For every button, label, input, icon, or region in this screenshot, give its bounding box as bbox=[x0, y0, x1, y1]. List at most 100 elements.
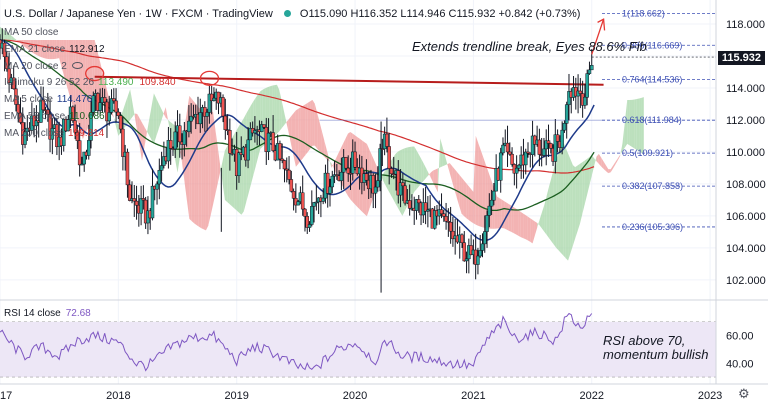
candle-body bbox=[587, 69, 592, 74]
candle-body bbox=[77, 140, 82, 166]
candle-body bbox=[414, 199, 419, 211]
candle-body bbox=[150, 185, 155, 219]
rsi-name[interactable]: RSI 14 close bbox=[4, 308, 61, 319]
candle-body bbox=[451, 230, 455, 240]
candle-body bbox=[102, 97, 107, 103]
candle-body bbox=[439, 209, 444, 214]
ichimoku-cloud-segment bbox=[302, 104, 306, 159]
indicator-row[interactable]: EMA 55 close 110.686 bbox=[4, 111, 105, 122]
ichimoku-cloud-segment bbox=[482, 156, 486, 229]
candle-body bbox=[209, 93, 214, 101]
ichimoku-cloud-segment bbox=[127, 89, 131, 124]
ichimoku-cloud-segment bbox=[61, 39, 64, 76]
indicator-name: EMA 21 close bbox=[4, 43, 66, 55]
ichimoku-cloud-segment bbox=[414, 146, 417, 192]
ichimoku-cloud-segment bbox=[556, 151, 559, 251]
ichimoku-cloud-segment bbox=[534, 221, 538, 236]
indicator-row[interactable]: MA 5 close 114.476 bbox=[4, 94, 92, 105]
ichimoku-cloud-segment bbox=[267, 86, 270, 143]
candle-body bbox=[282, 160, 287, 170]
ichimoku-cloud-segment bbox=[319, 122, 322, 155]
candle-body bbox=[385, 133, 389, 147]
candle-body bbox=[96, 93, 100, 111]
ichimoku-cloud-segment bbox=[523, 213, 526, 240]
ichimoku-cloud-segment bbox=[329, 158, 332, 168]
ichimoku-cloud-segment bbox=[563, 142, 566, 259]
ichimoku-cloud-segment bbox=[537, 219, 540, 228]
candle-body bbox=[228, 130, 232, 154]
ichimoku-cloud-segment bbox=[452, 165, 455, 190]
candle-body bbox=[330, 175, 335, 188]
candle-body bbox=[364, 173, 369, 181]
candle-body bbox=[398, 182, 403, 196]
candle-body bbox=[549, 143, 553, 149]
candle-body bbox=[287, 169, 291, 180]
ichimoku-cloud-segment bbox=[449, 163, 453, 182]
candle-body bbox=[483, 231, 487, 245]
candle-body bbox=[2, 42, 7, 58]
ichimoku-cloud-segment bbox=[191, 98, 195, 224]
y-tick-label: 114.000 bbox=[726, 83, 765, 95]
candle-body bbox=[7, 68, 11, 83]
ichimoku-cloud-segment bbox=[525, 215, 528, 241]
visibility-icon[interactable] bbox=[71, 62, 83, 70]
ichimoku-cloud-segment bbox=[213, 111, 216, 205]
indicator-row[interactable]: Ichimoku 9 26 52 26 113.490 109.840 bbox=[4, 77, 176, 88]
candle-body bbox=[61, 118, 66, 146]
indicator-value: 109.840 bbox=[139, 77, 176, 89]
indicator-row[interactable]: MA 20 close 2 bbox=[4, 61, 83, 72]
indicator-name: Ichimoku 9 26 52 26 bbox=[4, 77, 95, 89]
candle-body bbox=[107, 112, 111, 122]
fib-label: 0.886(116.669) bbox=[622, 40, 682, 50]
candle-body bbox=[71, 106, 75, 121]
ichimoku-cloud-segment bbox=[575, 165, 578, 239]
candle-body bbox=[48, 114, 52, 140]
candle-body bbox=[542, 148, 546, 156]
ichimoku-cloud-segment bbox=[591, 155, 595, 176]
candle-body bbox=[589, 65, 594, 71]
ichimoku-cloud-segment bbox=[478, 142, 481, 227]
ichimoku-cloud-segment bbox=[594, 156, 597, 167]
candle-body bbox=[55, 124, 59, 148]
ichimoku-cloud-segment bbox=[527, 216, 531, 242]
ichimoku-cloud-segment bbox=[544, 195, 547, 236]
candle-body bbox=[280, 158, 284, 161]
candle-body bbox=[46, 109, 50, 115]
candle-body bbox=[237, 152, 241, 176]
symbol-title[interactable]: U.S. Dollar / Japanese Yen · 1W · FXCM ·… bbox=[4, 8, 273, 20]
ichimoku-cloud-segment bbox=[601, 157, 604, 169]
ichimoku-cloud-segment bbox=[530, 218, 533, 244]
candle-body bbox=[50, 128, 55, 140]
ichimoku-cloud-segment bbox=[208, 111, 211, 226]
ichimoku-cloud-segment bbox=[291, 113, 294, 156]
candle-body bbox=[460, 234, 464, 243]
candle-body bbox=[198, 112, 203, 125]
rsi-legend: RSI 14 close 72.68 bbox=[4, 308, 91, 319]
x-tick-label: 2021 bbox=[461, 390, 485, 402]
rsi-line bbox=[0, 312, 593, 372]
candle-body bbox=[387, 146, 391, 169]
candle-body bbox=[510, 153, 514, 165]
ichimoku-cloud-segment bbox=[314, 103, 318, 149]
indicator-row[interactable]: MA 200 close 109.814 bbox=[4, 128, 104, 139]
ichimoku-cloud-segment bbox=[134, 113, 138, 132]
candle-body bbox=[480, 243, 485, 251]
ichimoku-cloud-segment bbox=[627, 100, 630, 146]
indicator-name: MA 20 close 2 bbox=[4, 60, 67, 72]
ichimoku-cloud-segment bbox=[305, 102, 308, 156]
candle-body bbox=[476, 255, 480, 265]
ichimoku-cloud-segment bbox=[44, 39, 48, 59]
ichimoku-cloud-segment bbox=[196, 104, 199, 227]
candle-body bbox=[544, 140, 548, 150]
indicator-row[interactable]: MA 50 close bbox=[4, 27, 58, 38]
candle-body bbox=[446, 220, 451, 223]
ichimoku-cloud-segment bbox=[30, 39, 34, 53]
gear-icon[interactable]: ⚙ bbox=[738, 386, 750, 401]
last-price-label: 115.932 bbox=[717, 51, 765, 65]
candle-body bbox=[82, 151, 86, 165]
ichimoku-cloud-segment bbox=[40, 39, 43, 58]
candle-body bbox=[205, 112, 209, 117]
ichimoku-cloud-segment bbox=[168, 119, 171, 134]
indicator-row[interactable]: EMA 21 close 112.912 bbox=[4, 44, 105, 55]
